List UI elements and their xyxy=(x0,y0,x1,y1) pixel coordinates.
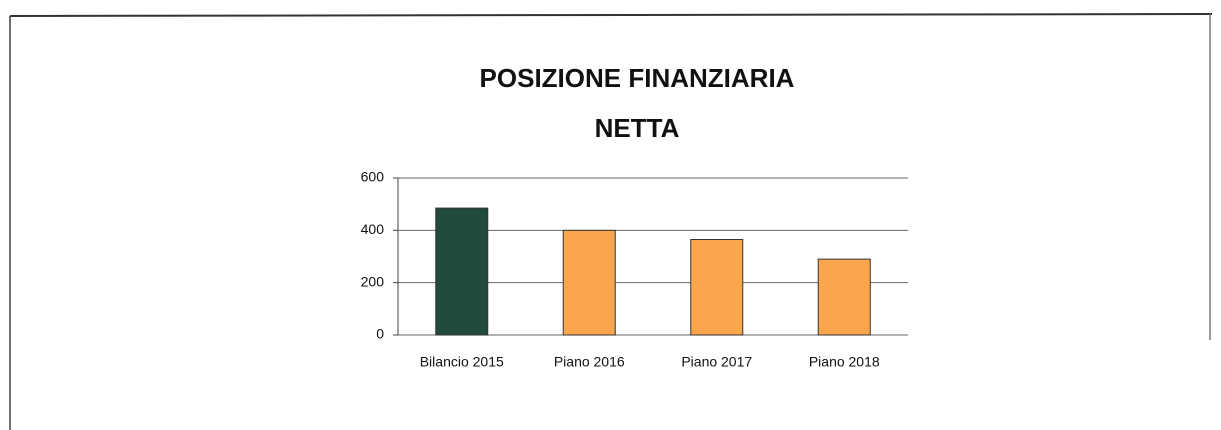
bar xyxy=(817,258,871,336)
bar xyxy=(690,238,744,336)
x-tick-label: Bilancio 2015 xyxy=(420,354,504,370)
y-tick-label: 0 xyxy=(376,326,384,342)
y-tick-label: 200 xyxy=(361,273,385,289)
bar xyxy=(562,229,616,336)
chart-title: NETTA xyxy=(595,113,680,143)
x-tick-label: Piano 2018 xyxy=(809,354,880,370)
y-tick-label: 400 xyxy=(361,221,385,237)
x-tick-label: Piano 2017 xyxy=(681,354,752,370)
bar xyxy=(435,207,489,336)
chart-title: POSIZIONE FINANZIARIA xyxy=(480,63,795,93)
frame-top xyxy=(9,13,1213,17)
x-tick-label: Piano 2016 xyxy=(554,354,625,370)
y-tick-label: 600 xyxy=(361,169,385,185)
